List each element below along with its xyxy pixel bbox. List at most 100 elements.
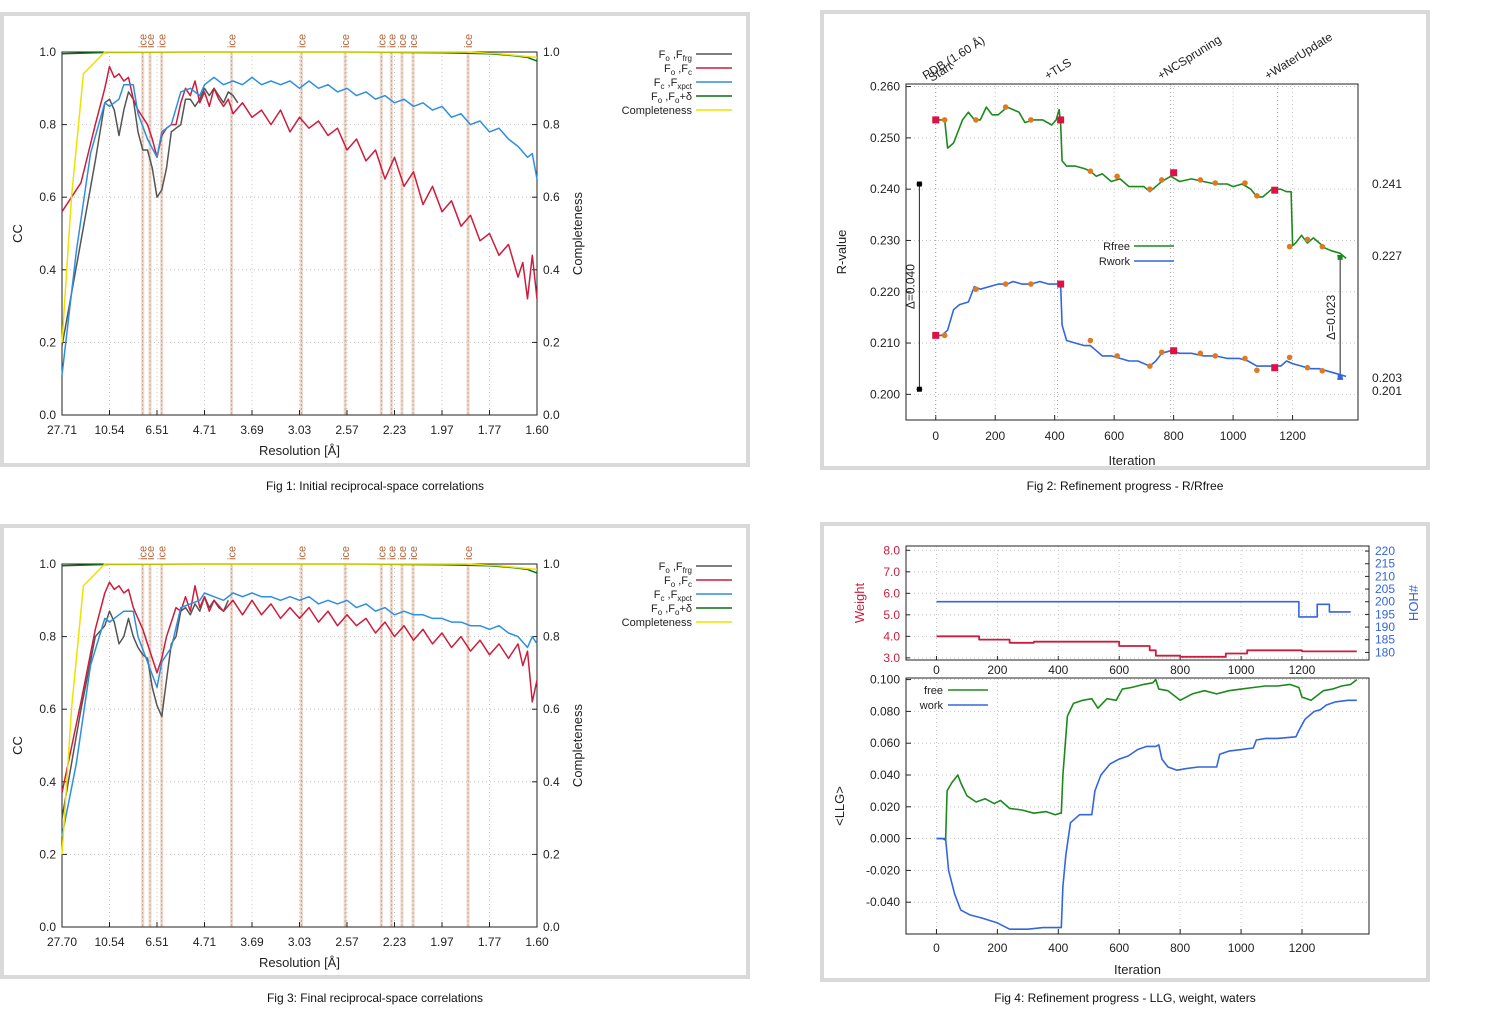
step-marker (1002, 281, 1009, 287)
y-tick-label: 0.2 (39, 335, 56, 349)
x-tick-label: 400 (1048, 663, 1068, 677)
y-tick-label: 0.100 (870, 673, 900, 687)
legend-label: Fo ,Fc (664, 63, 692, 77)
x-tick-label: 10.54 (94, 423, 124, 437)
step-marker (1158, 177, 1165, 183)
y2-tick-label: 1.0 (543, 557, 560, 571)
x-tick-label: 1000 (1220, 429, 1247, 443)
hoh-tick-label: 205 (1375, 582, 1395, 596)
step-marker (1028, 117, 1034, 123)
x-axis-label: Iteration (1114, 962, 1161, 977)
ice-label: ice (138, 34, 150, 48)
step-marker (1286, 243, 1293, 250)
ice-label: ice (340, 34, 352, 48)
step-marker (1254, 193, 1260, 199)
ice-label: ice (138, 546, 150, 560)
step-marker (1254, 367, 1260, 374)
x-tick-label: 400 (1048, 941, 1068, 955)
x-tick-label: 1.77 (478, 423, 502, 437)
y-tick-label: 0.2 (39, 847, 56, 861)
ice-label: ice (296, 546, 308, 560)
hoh-tick-label: 180 (1375, 645, 1395, 659)
x-tick-label: 4.71 (193, 423, 217, 437)
y-axis-label: <LLG> (832, 786, 847, 826)
ice-label: ice (145, 34, 157, 48)
y-axis-label: CC (10, 736, 25, 755)
x-tick-label: 6.51 (145, 423, 169, 437)
y2-tick-label: 0.6 (543, 190, 560, 204)
x-tick-label: 0 (932, 429, 939, 443)
fig4-chart: 0 200 400 600 800 1000 1200 3.0 4.0 5.0 6.0 7.0 8.0 1… (832, 543, 1421, 977)
y-tick-label: 0.4 (39, 775, 56, 789)
ice-label: ice (157, 546, 169, 560)
x-tick-label: 1000 (1228, 941, 1255, 955)
x-tick-label: 800 (1170, 663, 1190, 677)
stage-marker (1057, 280, 1065, 288)
hoh-tick-label: 195 (1375, 607, 1395, 621)
stage-marker (1271, 364, 1279, 372)
ice-label: ice (376, 546, 388, 560)
x-axis-label: Iteration (1109, 453, 1156, 466)
legend-label: work (919, 700, 944, 712)
ice-label: ice (227, 546, 239, 560)
legend-label: Fo ,Ffrg (659, 561, 692, 575)
hoh-tick-label: 190 (1375, 620, 1395, 634)
y2-tick-label: 1.0 (543, 45, 560, 59)
y2-tick-label: 0.4 (543, 263, 560, 277)
stage-marker (1271, 186, 1279, 194)
stage-label: +TLS (1042, 55, 1074, 82)
x-tick-label: 800 (1170, 941, 1190, 955)
step-marker (1158, 349, 1165, 356)
series-xpct (61, 592, 538, 837)
ice-label: ice (145, 546, 157, 560)
series-llg-free (936, 678, 1358, 842)
series-completeness (61, 563, 538, 855)
y-tick-label: 0.080 (870, 704, 900, 718)
end-free-marker (1337, 254, 1343, 260)
hoh-tick-label: 220 (1375, 544, 1395, 558)
pdb-marker (916, 386, 922, 392)
fig3-panel: ice ice ice ice ice ice ice ice ice ice ice 27.70 10… (0, 524, 750, 979)
step-marker (1286, 354, 1293, 361)
ice-label: ice (397, 546, 409, 560)
weight-tick-label: 6.0 (883, 586, 900, 600)
right-value-label: 0.241 (1372, 177, 1402, 191)
y-axis-label: CC (10, 224, 25, 243)
ice-label: ice (376, 34, 388, 48)
ice-label: ice (386, 34, 398, 48)
step-marker (973, 286, 979, 292)
ice-label: ice (397, 34, 409, 48)
y-tick-label: 0.260 (870, 80, 900, 94)
series-frg (61, 595, 229, 819)
plot-frame (905, 83, 1359, 421)
x-tick-label: 600 (1109, 663, 1129, 677)
y2-tick-label: 0.4 (543, 775, 560, 789)
hoh-tick-label: 185 (1375, 633, 1395, 647)
stage-marker (1170, 347, 1178, 355)
ice-label: ice (296, 34, 308, 48)
series-xpct (61, 76, 538, 376)
hoh-tick-label: 210 (1375, 569, 1395, 583)
x-tick-label: 600 (1104, 429, 1124, 443)
y-tick-label: 0.8 (39, 630, 56, 644)
y2-tick-label: 0.8 (543, 118, 560, 132)
x-tick-label: 1.97 (430, 423, 454, 437)
series-rfree (935, 106, 1347, 260)
x-tick-label: 2.57 (335, 423, 359, 437)
legend-label: Rfree (1103, 241, 1130, 253)
ice-label: ice (408, 34, 420, 48)
y-tick-label: 0.210 (870, 336, 900, 350)
y-tick-label: 0.220 (870, 285, 900, 299)
x-tick-label: 27.71 (47, 423, 77, 437)
legend-label: Fc ,Fxpct (654, 589, 693, 603)
weight-tick-label: 3.0 (883, 651, 900, 665)
delta-label: Δ=0.023 (1324, 295, 1338, 340)
step-marker (1304, 236, 1311, 243)
x-tick-label: 2.23 (383, 423, 407, 437)
legend-label: Fo ,Fo+δ (651, 91, 692, 105)
x-tick-label: 2.23 (383, 935, 407, 949)
step-marker (1147, 186, 1153, 192)
y-tick-label: -0.020 (866, 863, 900, 877)
